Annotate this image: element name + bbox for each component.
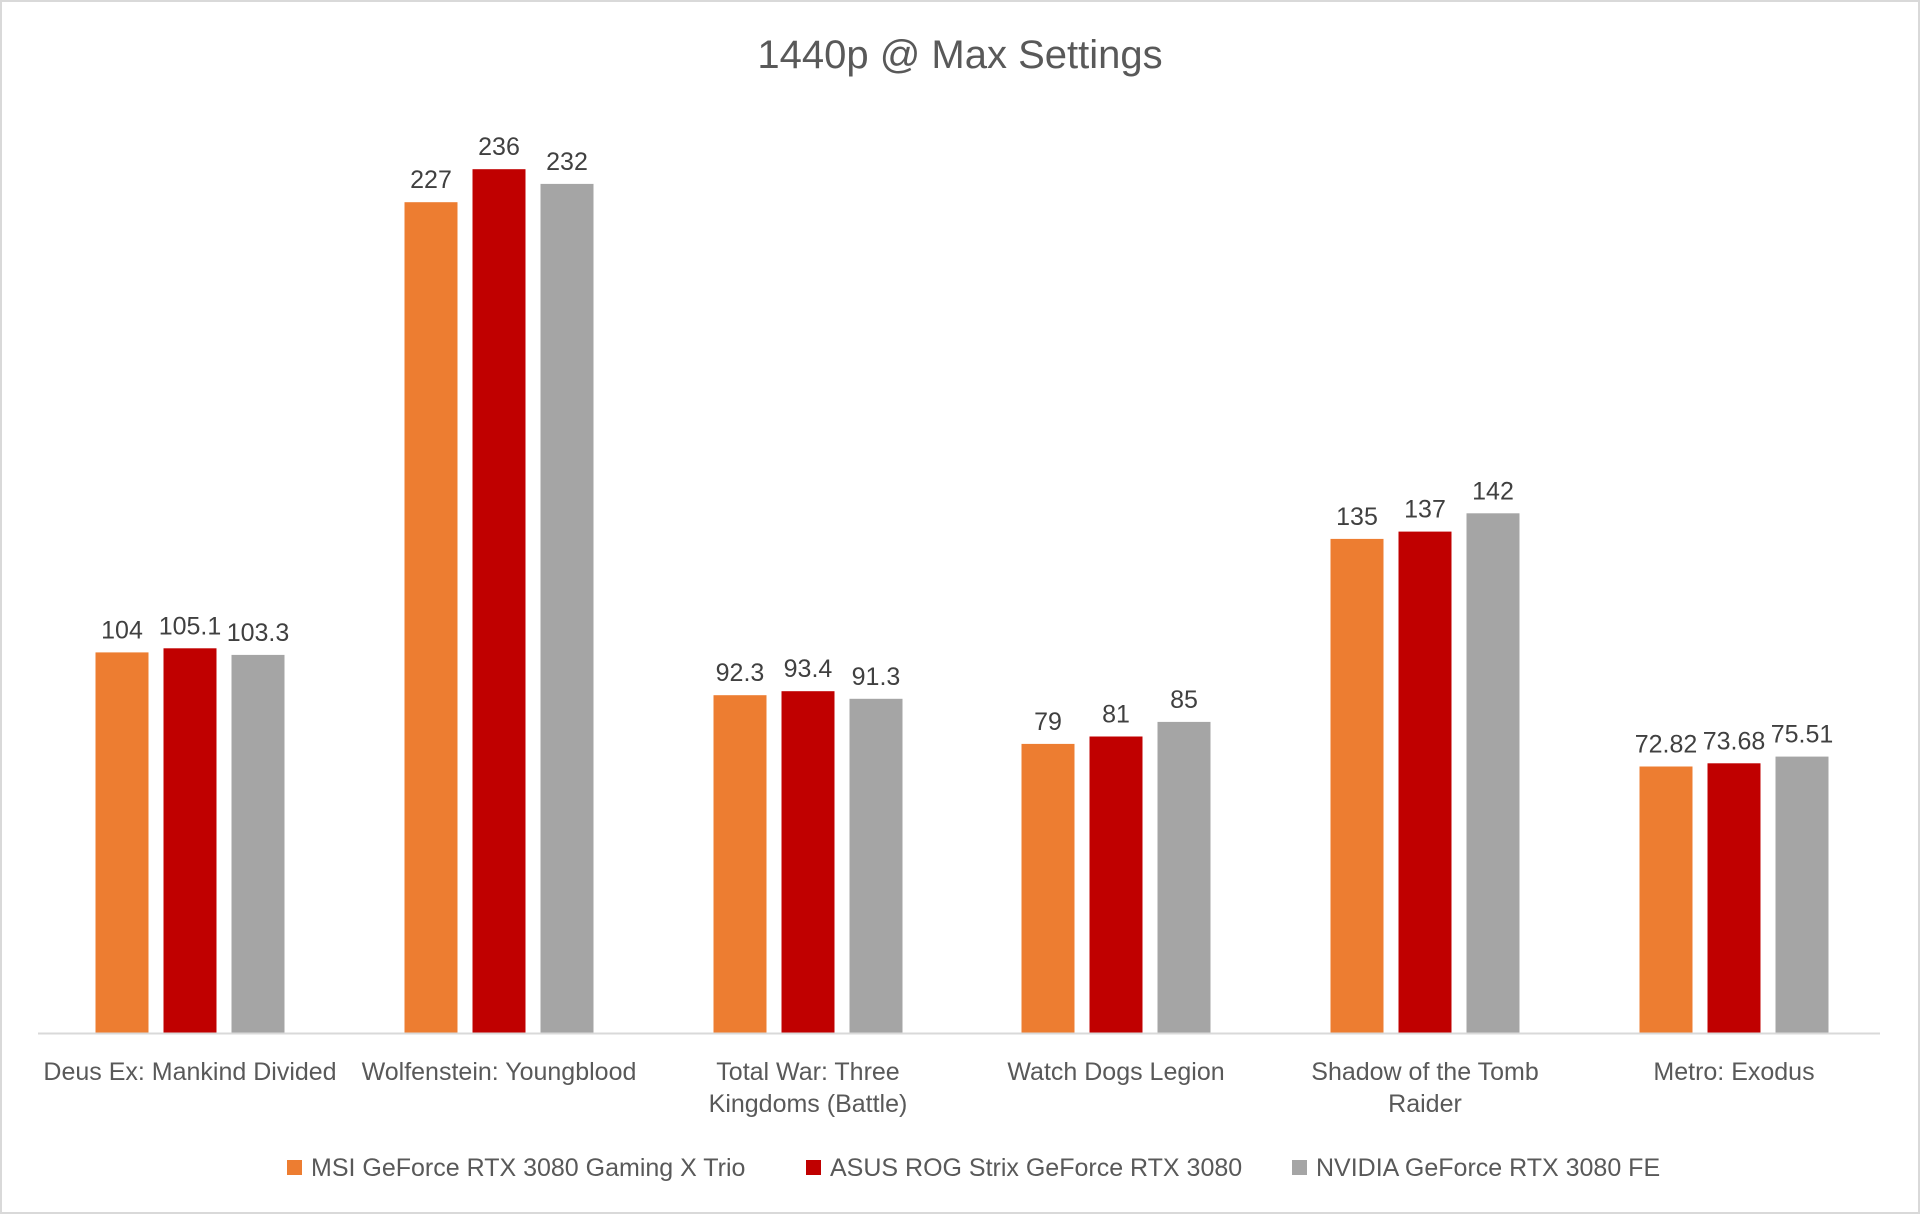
- chart-title: 1440p @ Max Settings: [757, 33, 1162, 77]
- data-label-0-3: 79: [1034, 708, 1062, 736]
- bar-2-2: [849, 698, 903, 1033]
- bar-0-3: [1021, 743, 1075, 1033]
- bar-1-0: [163, 648, 217, 1033]
- bar-0-1: [404, 202, 458, 1033]
- legend-label-1: ASUS ROG Strix GeForce RTX 3080: [830, 1154, 1242, 1182]
- data-label-0-4: 135: [1336, 503, 1378, 531]
- bar-0-5: [1639, 766, 1693, 1033]
- legend-label-2: NVIDIA GeForce RTX 3080 FE: [1316, 1154, 1660, 1182]
- data-label-2-1: 232: [546, 148, 588, 176]
- data-labels-layer: 104 227 92.3 79 135 72.82 105.1 236 93.4 81 137 73.…: [101, 133, 1833, 758]
- data-label-1-3: 81: [1102, 701, 1130, 729]
- data-label-0-1: 227: [410, 166, 452, 194]
- data-label-1-2: 93.4: [784, 655, 833, 683]
- bar-0-0: [95, 652, 149, 1033]
- bar-0-4: [1330, 538, 1384, 1033]
- category-label-1-0: Wolfenstein: Youngblood: [362, 1058, 637, 1086]
- bar-1-1: [472, 169, 526, 1033]
- bars-layer: [95, 169, 1829, 1033]
- legend-label-0: MSI GeForce RTX 3080 Gaming X Trio: [311, 1154, 745, 1182]
- category-label-4-1: Raider: [1388, 1090, 1462, 1118]
- data-label-0-2: 92.3: [716, 659, 765, 687]
- legend-swatch-1: [806, 1160, 821, 1175]
- legend-swatch-0: [287, 1160, 302, 1175]
- bar-2-0: [231, 654, 285, 1033]
- legend-swatch-2: [1292, 1160, 1307, 1175]
- data-label-0-0: 104: [101, 616, 143, 644]
- category-label-3-0: Watch Dogs Legion: [1007, 1058, 1224, 1086]
- data-label-1-0: 105.1: [159, 612, 222, 640]
- category-label-0-0: Deus Ex: Mankind Divided: [43, 1058, 336, 1086]
- category-labels-layer: Deus Ex: Mankind Divided Wolfenstein: You…: [43, 1058, 1814, 1118]
- data-label-1-1: 236: [478, 133, 520, 161]
- bar-1-3: [1089, 736, 1143, 1033]
- category-label-2-1: Kingdoms (Battle): [709, 1090, 908, 1118]
- data-label-2-0: 103.3: [227, 619, 290, 647]
- bar-1-5: [1707, 763, 1761, 1033]
- bar-0-2: [713, 695, 767, 1033]
- data-label-0-5: 72.82: [1635, 731, 1698, 759]
- data-label-2-3: 85: [1170, 686, 1198, 714]
- data-label-2-2: 91.3: [852, 663, 901, 691]
- bar-2-3: [1157, 721, 1211, 1033]
- data-label-1-4: 137: [1404, 496, 1446, 524]
- category-label-2-0: Total War: Three: [716, 1058, 899, 1086]
- bar-2-5: [1775, 756, 1829, 1033]
- bar-2-1: [540, 183, 594, 1033]
- data-label-2-5: 75.51: [1771, 721, 1834, 749]
- data-label-2-4: 142: [1472, 477, 1514, 505]
- data-label-1-5: 73.68: [1703, 727, 1766, 755]
- bar-2-4: [1466, 513, 1520, 1033]
- legend: MSI GeForce RTX 3080 Gaming X Trio ASUS R…: [287, 1154, 1660, 1182]
- category-label-5-0: Metro: Exodus: [1653, 1058, 1814, 1086]
- category-label-4-0: Shadow of the Tomb: [1311, 1058, 1538, 1086]
- bar-1-2: [781, 691, 835, 1033]
- bar-1-4: [1398, 531, 1452, 1033]
